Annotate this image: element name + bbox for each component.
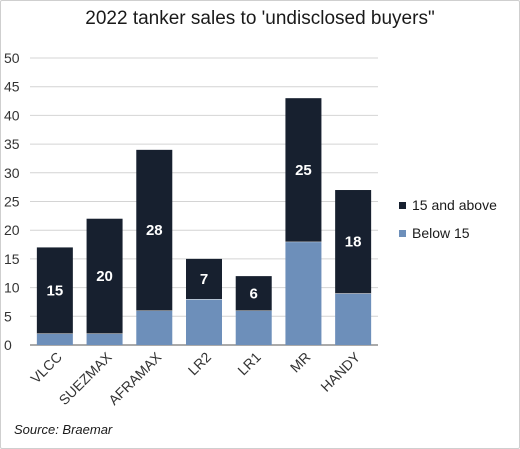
bar-segment-15-and-above — [36, 247, 73, 334]
bar-segment-15-and-above — [86, 218, 123, 334]
bar-segment-below-15 — [335, 293, 372, 345]
y-tick-label: 30 — [4, 165, 20, 181]
data-label: 18 — [345, 234, 362, 251]
legend-swatch — [399, 202, 406, 209]
y-tick-label: 20 — [4, 222, 20, 238]
x-tick-label: LR1 — [234, 349, 264, 379]
chart-title: 2022 tanker sales to 'undisclosed buyers… — [85, 8, 435, 29]
y-tick-label: 45 — [4, 79, 20, 95]
y-tick-label: 50 — [4, 50, 20, 66]
y-tick-label: 40 — [4, 107, 20, 123]
y-tick-label: 15 — [4, 251, 20, 267]
bars — [36, 98, 372, 345]
y-tick-label: 0 — [4, 337, 12, 353]
bar-segment-below-15 — [86, 333, 123, 345]
x-tick-label: AFRAMAX — [105, 348, 165, 408]
legend-label: Below 15 — [412, 225, 470, 241]
y-tick-label: 25 — [4, 194, 20, 210]
y-tick-label: 5 — [4, 308, 12, 324]
bar-segment-below-15 — [186, 299, 222, 345]
data-label: 20 — [96, 268, 113, 285]
y-axis-ticks: 0 5 10 15 20 25 30 35 40 45 50 — [4, 50, 20, 353]
bar-segment-below-15 — [136, 310, 173, 345]
data-labels: 15 20 28 7 6 25 18 — [47, 162, 362, 302]
source-note: Source: Braemar — [14, 422, 113, 437]
x-tick-label: LR2 — [185, 349, 215, 379]
bar-segment-15-and-above — [186, 258, 222, 300]
bar-segment-15-and-above — [335, 190, 372, 294]
legend: 15 and above Below 15 — [399, 197, 497, 241]
data-label: 28 — [146, 222, 163, 239]
data-label: 7 — [200, 271, 208, 288]
x-tick-label: MR — [287, 349, 314, 376]
data-label: 15 — [47, 282, 64, 299]
legend-swatch — [399, 230, 406, 237]
x-tick-label: VLCC — [27, 349, 65, 387]
bar-segment-15-and-above — [235, 276, 272, 311]
x-tick-label: HANDY — [317, 348, 363, 394]
bar-segment-15-and-above — [285, 98, 322, 242]
data-label: 25 — [295, 162, 312, 179]
bar-segment-below-15 — [285, 241, 322, 345]
y-tick-label: 10 — [4, 280, 20, 296]
legend-label: 15 and above — [412, 197, 497, 213]
bar-segment-below-15 — [235, 310, 272, 345]
data-label: 6 — [250, 285, 258, 302]
y-tick-label: 35 — [4, 136, 20, 152]
bar-segment-15-and-above — [136, 149, 173, 311]
bar-segment-below-15 — [36, 333, 73, 345]
